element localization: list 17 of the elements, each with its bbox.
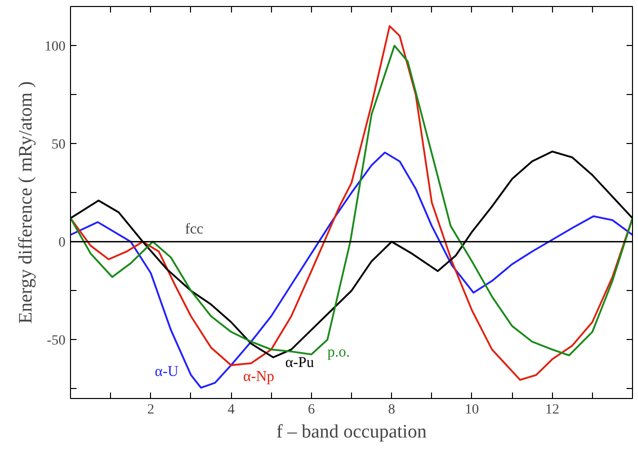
x-tick-label: 4 xyxy=(228,402,235,418)
y-tick-label: -50 xyxy=(46,334,66,349)
series-label: p.o. xyxy=(327,344,350,360)
series-label: α-Np xyxy=(243,368,274,385)
y-tick-label: 50 xyxy=(52,138,66,153)
y-tick-label: 0 xyxy=(58,236,66,251)
ref-line-label: fcc xyxy=(184,222,204,238)
x-axis-title: f – band occupation xyxy=(276,422,428,442)
y-axis-title: Energy difference ( mRy/atom ) xyxy=(16,81,36,324)
x-tick-label: 2 xyxy=(147,402,154,418)
x-tick-label: 8 xyxy=(388,402,396,418)
series-label: α-U xyxy=(154,364,179,380)
x-tick-label: 10 xyxy=(464,402,479,418)
x-tick-label: 12 xyxy=(545,402,560,418)
series-label: α-Pu xyxy=(285,355,314,372)
x-tick-label: 6 xyxy=(308,402,315,418)
y-tick-label: 100 xyxy=(44,40,66,55)
